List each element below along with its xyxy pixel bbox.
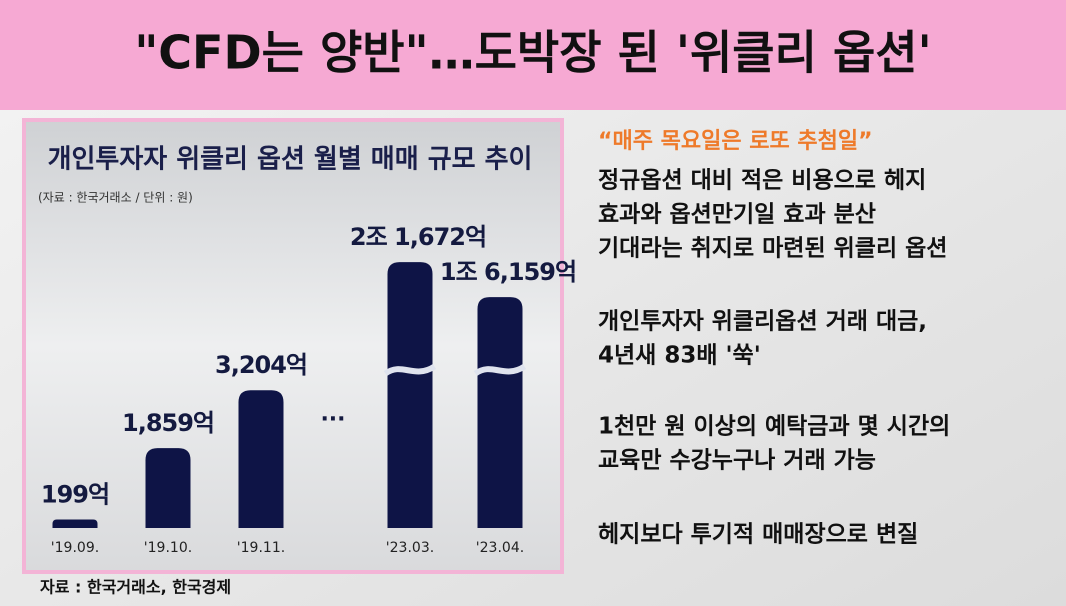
- value-label: 3,204억: [215, 351, 307, 379]
- chart-subtitle: (자료 : 한국거래소 / 단위 : 원): [38, 191, 193, 205]
- article-line: 헤지보다 투기적 매매장으로 변질: [598, 522, 918, 548]
- article-line: 기대라는 취지로 마련된 위클리 옵션: [598, 236, 947, 262]
- value-label: 2조 1,672억: [350, 223, 486, 251]
- bar-chart: '19.09. 199억 '19.10. 1,859억 '19.11. 3,204억 '23…: [41, 223, 577, 556]
- article-line: 교육만 수강누구나 거래 가능: [598, 448, 876, 474]
- value-label: 1,859억: [122, 409, 214, 437]
- axis-break: [383, 363, 437, 377]
- category-label: '23.03.: [386, 540, 434, 556]
- chart-title: 개인투자자 위클리 옵션 월별 매매 규모 추이: [48, 145, 533, 175]
- source: 자료 : 한국거래소, 한국경제: [40, 578, 231, 597]
- article-line: 1천만 원 이상의 예탁금과 몇 시간의: [598, 414, 950, 440]
- value-label: 199억: [41, 480, 109, 508]
- bar: [387, 262, 433, 528]
- article-line: 개인투자자 위클리옵션 거래 대금,: [598, 309, 927, 335]
- category-label: '19.10.: [144, 540, 192, 556]
- category-label: '19.11.: [237, 540, 285, 556]
- axis-break: [473, 363, 527, 377]
- article-line: 4년새 83배 '쑥': [598, 343, 761, 369]
- article-line: 정규옵션 대비 적은 비용으로 헤지: [598, 168, 926, 194]
- headline: "CFD는 양반"…도박장 된 '위클리 옵션': [134, 26, 931, 80]
- article-line: 효과와 옵션만기일 효과 분산: [598, 202, 876, 228]
- bar: [52, 519, 98, 528]
- category-label: '23.04.: [476, 540, 524, 556]
- title-band: [0, 0, 1066, 110]
- chart-panel: [22, 118, 564, 574]
- bar: [145, 448, 191, 528]
- quote: “매주 목요일은 로또 추첨일”: [598, 129, 873, 154]
- bar: [477, 297, 523, 528]
- category-label: '19.09.: [51, 540, 99, 556]
- bar: [238, 390, 284, 528]
- gap-marker: ···: [320, 407, 345, 432]
- value-label: 1조 6,159억: [440, 258, 576, 286]
